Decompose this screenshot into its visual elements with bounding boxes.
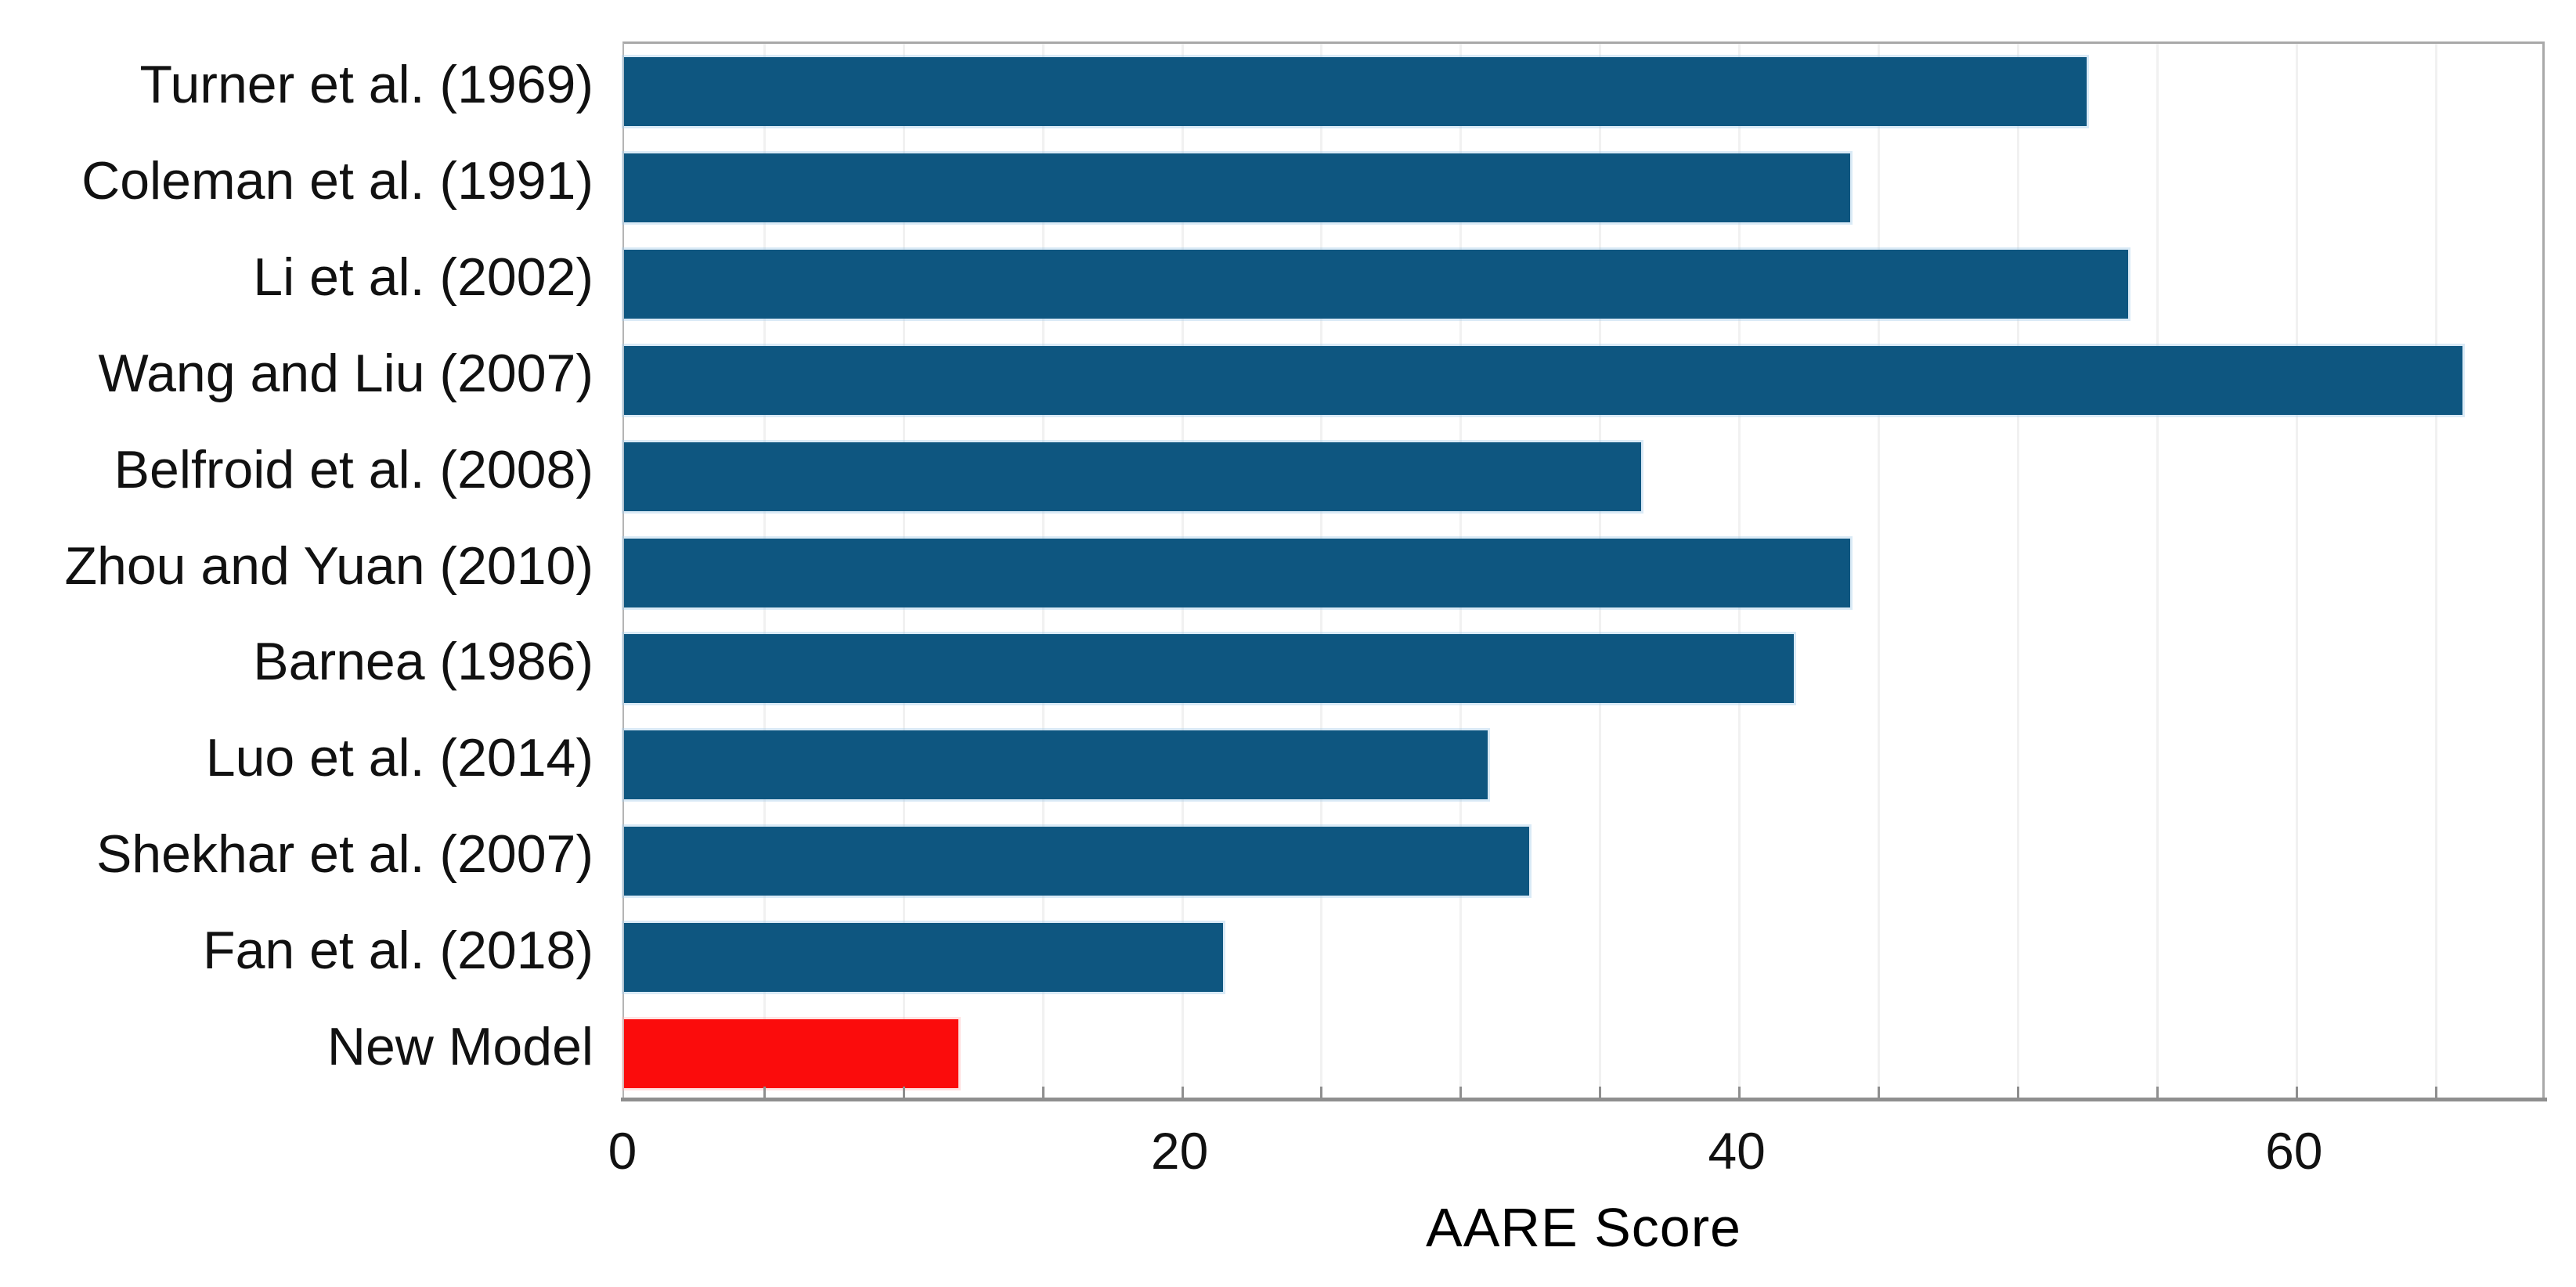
gridline-65 <box>2434 44 2437 1099</box>
x-tick-label-20: 20 <box>1150 1122 1209 1180</box>
tick-65 <box>2434 1087 2437 1099</box>
tick-20 <box>1181 1087 1184 1099</box>
tick-5 <box>763 1087 766 1099</box>
bar-row-7 <box>624 730 1488 800</box>
category-label: New Model <box>327 1016 593 1076</box>
tick-30 <box>1459 1087 1463 1099</box>
category-label: Li et al. (2002) <box>253 247 593 308</box>
bar-row-9 <box>624 922 1223 992</box>
tick-45 <box>1878 1087 1881 1099</box>
bar-row-0 <box>624 57 2087 127</box>
tick-60 <box>2295 1087 2298 1099</box>
bar-row-6 <box>624 634 1795 704</box>
bar-row-8 <box>624 826 1530 896</box>
category-label: Zhou and Yuan (2010) <box>64 535 593 596</box>
tick-50 <box>2016 1087 2019 1099</box>
category-label: Shekhar et al. (2007) <box>96 824 593 884</box>
x-axis-line <box>621 1098 2547 1101</box>
tick-35 <box>1599 1087 1602 1099</box>
x-tick-label-60: 60 <box>2265 1122 2323 1180</box>
tick-15 <box>1041 1087 1044 1099</box>
tick-10 <box>902 1087 905 1099</box>
bar-row-3 <box>624 345 2463 415</box>
bar-new-model <box>624 1018 958 1088</box>
x-tick-label-40: 40 <box>1708 1122 1766 1180</box>
gridline-50 <box>2016 44 2019 1099</box>
tick-40 <box>1738 1087 1741 1099</box>
x-tick-label-0: 0 <box>608 1122 637 1180</box>
category-label: Belfroid et al. (2008) <box>114 439 593 499</box>
tick-25 <box>1320 1087 1323 1099</box>
bar-row-2 <box>624 250 2129 319</box>
category-label: Wang and Liu (2007) <box>98 343 593 403</box>
category-label: Turner et al. (1969) <box>139 55 593 115</box>
bar-row-1 <box>624 153 1850 223</box>
plot-area <box>622 41 2545 1099</box>
category-label: Barnea (1986) <box>253 632 593 692</box>
tick-55 <box>2156 1087 2159 1099</box>
category-label: Luo et al. (2014) <box>205 728 593 788</box>
bar-row-4 <box>624 442 1641 511</box>
gridline-60 <box>2295 44 2298 1099</box>
gridline-55 <box>2156 44 2159 1099</box>
x-axis-title: AARE Score <box>1426 1197 1741 1258</box>
gridline-45 <box>1878 44 1881 1099</box>
category-label: Fan et al. (2018) <box>203 920 593 980</box>
bar-row-5 <box>624 538 1850 607</box>
category-label: Coleman et al. (1991) <box>81 151 593 211</box>
